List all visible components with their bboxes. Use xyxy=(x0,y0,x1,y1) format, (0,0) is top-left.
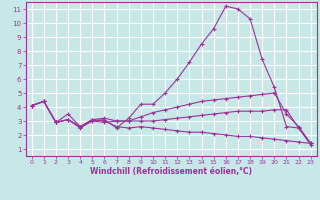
X-axis label: Windchill (Refroidissement éolien,°C): Windchill (Refroidissement éolien,°C) xyxy=(90,167,252,176)
